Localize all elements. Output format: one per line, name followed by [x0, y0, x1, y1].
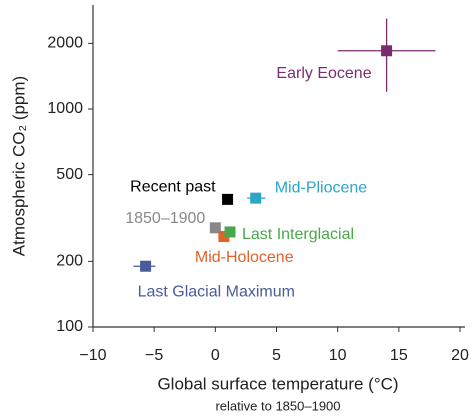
- y-tick-label: 500: [56, 166, 83, 183]
- x-tick-label: −10: [79, 347, 106, 364]
- point-label: Last Glacial Maximum: [138, 283, 295, 300]
- point-label: Mid-Pliocene: [275, 179, 368, 196]
- y-tick-label: 100: [56, 318, 83, 335]
- point: [218, 231, 230, 243]
- x-tick-label: 5: [272, 347, 281, 364]
- point: [224, 226, 236, 238]
- x-axis-label: Global surface temperature (°C): [157, 374, 398, 393]
- x-tick-label: 15: [390, 347, 408, 364]
- point: [222, 193, 234, 205]
- point: [140, 260, 152, 272]
- point-label: 1850–1900: [125, 210, 205, 227]
- x-tick-label: 0: [211, 347, 220, 364]
- x-tick-label: 10: [329, 347, 347, 364]
- x-tick-label: −5: [145, 347, 163, 364]
- point: [250, 192, 262, 204]
- point-label: Last Interglacial: [242, 226, 354, 243]
- point-label: Mid-Holocene: [195, 249, 294, 266]
- x-axis-sublabel: relative to 1850–1900: [215, 398, 340, 413]
- y-tick-label: 2000: [47, 35, 83, 52]
- point: [209, 222, 221, 234]
- y-tick-label: 1000: [47, 100, 83, 117]
- x-tick-label: 20: [451, 347, 469, 364]
- y-tick-label: 200: [56, 253, 83, 270]
- y-axis-label: Atmospheric CO₂ (ppm): [9, 76, 28, 256]
- point-label: Recent past: [130, 179, 216, 196]
- point-label: Early Eocene: [276, 65, 371, 82]
- point: [381, 45, 393, 57]
